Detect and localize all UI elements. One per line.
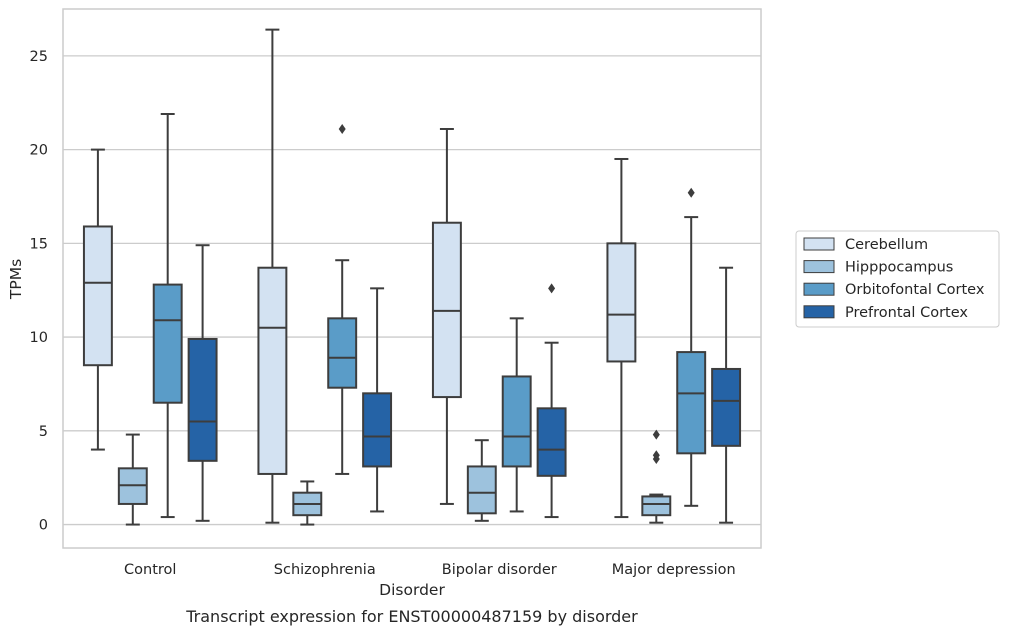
y-tick-label-25: 25	[30, 49, 48, 65]
outlier-point	[687, 187, 695, 198]
box-0-1	[257, 28, 288, 524]
x-axis-label: Disorder	[379, 581, 445, 599]
outlier-point	[338, 123, 346, 134]
box-body	[327, 317, 358, 389]
boxes	[82, 28, 742, 526]
chart-caption: Transcript expression for ENST0000048715…	[185, 607, 638, 626]
box-body	[536, 407, 567, 477]
box-body	[711, 367, 742, 447]
box-3-0	[187, 244, 218, 522]
box-3-1	[362, 287, 393, 513]
y-axis-label: TPMs	[7, 259, 25, 300]
x-tick-label-0: Control	[124, 562, 176, 578]
y-tick-label-5: 5	[39, 424, 48, 440]
box-2-1	[327, 123, 358, 475]
plot-frame	[62, 8, 762, 549]
box-1-2	[466, 439, 497, 522]
y-tick-label-20: 20	[30, 143, 48, 159]
box-body	[501, 375, 532, 468]
legend-frame	[795, 230, 1000, 328]
box-body	[606, 242, 637, 363]
box-2-3	[676, 187, 707, 507]
box-body	[152, 283, 183, 404]
box-1-0	[117, 433, 148, 526]
x-tick-labels: Control Schizophrenia Bipolar disorder Majo…	[124, 562, 736, 578]
box-body	[641, 495, 672, 517]
box-0-3	[606, 157, 637, 519]
box-body	[676, 351, 707, 455]
box-3-3	[711, 266, 742, 524]
box-body	[257, 266, 288, 475]
legend-label-2: Orbitofontal Cortex	[845, 282, 985, 298]
legend-swatch-0	[803, 237, 835, 251]
y-tick-label-10: 10	[30, 330, 48, 346]
legend-label-0: Cerebellum	[845, 237, 928, 253]
y-tick-label-15: 15	[30, 236, 48, 252]
box-3-2	[536, 283, 567, 519]
legend-swatch-3	[803, 305, 835, 319]
outlier-point	[652, 429, 660, 440]
outlier-point	[548, 283, 556, 294]
legend-label-1: Hipppocampus	[845, 260, 953, 276]
x-tick-label-2: Bipolar disorder	[442, 562, 557, 578]
legend-swatch-1	[803, 260, 835, 274]
box-body	[82, 225, 113, 367]
outlier-point	[652, 450, 660, 461]
box-body	[187, 337, 218, 462]
y-tick-label-0: 0	[39, 518, 48, 534]
box-1-1	[292, 480, 323, 526]
box-body	[466, 465, 497, 515]
box-0-0	[82, 148, 113, 451]
y-tick-labels: 0 5 10 15 20 25	[30, 49, 48, 534]
legend-label-3: Prefrontal Cortex	[845, 305, 968, 321]
x-tick-label-1: Schizophrenia	[274, 562, 376, 578]
box-2-0	[152, 112, 183, 519]
legend: Cerebellum Hipppocampus Orbitofontal Corte…	[795, 230, 1000, 328]
x-tick-label-3: Major depression	[612, 562, 736, 578]
box-0-2	[431, 127, 462, 505]
box-2-2	[501, 317, 532, 513]
legend-swatch-2	[803, 282, 835, 296]
box-body	[362, 392, 393, 468]
box-1-3	[641, 429, 672, 524]
